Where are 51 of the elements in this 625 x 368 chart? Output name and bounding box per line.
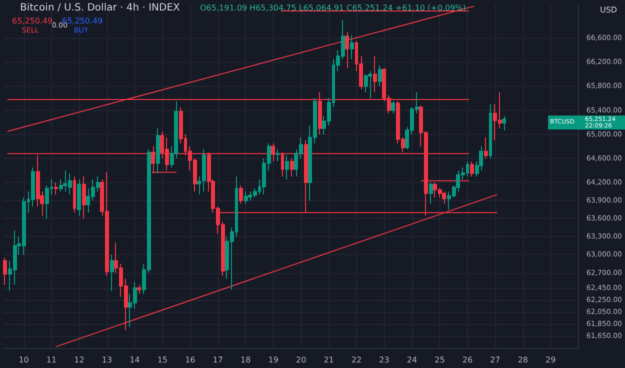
x-tick-label: 11 (46, 356, 57, 364)
chart-title: Bitcoin / U.S. Dollar · 4h · INDEX (20, 2, 180, 14)
candlestick (378, 64, 382, 87)
annotation: O65,191.09 H65,304.75 L65,064.91 C65,251.24 +61.10 (+0.09%) (200, 4, 466, 12)
x-tick-label: 27 (490, 356, 500, 364)
candlestick (239, 185, 243, 204)
x-tick-label: 18 (240, 356, 251, 364)
candlestick (137, 284, 141, 294)
x-tick-label: 17 (212, 356, 223, 364)
text: USD (600, 6, 618, 14)
candlestick (391, 100, 395, 114)
candlestick (285, 154, 289, 180)
candlestick (345, 32, 349, 69)
x-tick-label: 22 (351, 356, 362, 364)
candlestick (368, 70, 372, 99)
x-tick-label: 24 (406, 356, 418, 364)
annotation: 65,250.49 (12, 16, 53, 26)
x-tick-label: 25 (434, 356, 445, 364)
x-tick-label: 16 (185, 356, 196, 364)
candlestick (197, 176, 201, 196)
x-tick-label: 21 (324, 356, 334, 364)
candlestick (110, 254, 114, 292)
x-tick-label: 13 (102, 356, 112, 364)
x-tick-label: 15 (157, 356, 168, 364)
candlestick (276, 148, 280, 162)
candlestick (429, 182, 433, 204)
candlestick (502, 116, 506, 131)
candlestick (470, 160, 474, 177)
x-tick-label: 26 (462, 356, 473, 364)
candlestick (77, 179, 81, 216)
candlestick (54, 182, 58, 196)
candlestick (290, 158, 294, 177)
x-tick-label: 12 (74, 356, 84, 364)
candlestick (244, 191, 248, 204)
x-tick-label: 28 (518, 356, 528, 364)
candlestick (202, 148, 206, 192)
candlestick (484, 136, 488, 159)
candlestick (489, 104, 492, 159)
candlestick (442, 191, 446, 204)
candlestick (82, 176, 86, 220)
candlestick (73, 176, 76, 214)
candlestick (156, 128, 160, 174)
x-tick-label: 23 (379, 356, 390, 364)
x-tick-label: 14 (130, 356, 140, 364)
x-tick-label: 19 (268, 356, 278, 364)
x-tick-label: 10 (18, 356, 29, 364)
candlestick (373, 56, 377, 93)
candlestick (3, 257, 7, 286)
candlestick (350, 34, 354, 60)
x-tick-label: 29 (546, 356, 556, 364)
x-tick-label: 20 (296, 356, 306, 364)
